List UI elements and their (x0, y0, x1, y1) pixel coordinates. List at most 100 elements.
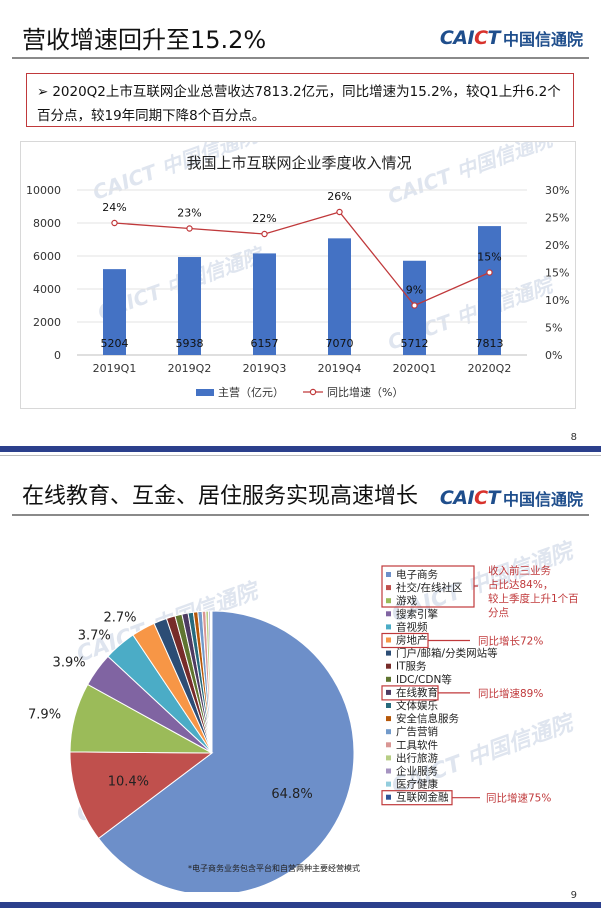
legend-label: 广告营销 (396, 725, 438, 738)
x-tick-label: 2019Q4 (318, 362, 362, 375)
watermark-1: CAICT 中国信通院 (90, 142, 264, 205)
legend-swatch (386, 663, 391, 669)
y-right-tick-label: 5% (545, 322, 562, 335)
legend-swatch (386, 794, 391, 800)
pie-slice (69, 751, 214, 840)
growth-value-label: 22% (252, 212, 276, 225)
revenue-bar (328, 238, 351, 355)
pie-slice-label: 10.4% (108, 775, 149, 790)
annotation-top3-text-line: 分点 (488, 607, 509, 619)
y-left-tick-label: 10000 (26, 184, 61, 197)
y-left-tick-label: 6000 (33, 250, 61, 263)
y-left-tick-label: 4000 (33, 283, 61, 296)
x-tick-label: 2019Q2 (168, 362, 212, 375)
y-left-tick-label: 2000 (33, 316, 61, 329)
growth-point (411, 302, 418, 309)
legend-line-label: 同比增速（%） (327, 385, 403, 399)
legend-label: 医疗健康 (396, 778, 438, 791)
pie-slice-label: 3.9% (53, 656, 86, 671)
revenue-bar (253, 253, 276, 355)
bar-value-label: 7813 (476, 337, 504, 350)
legend-label: IT服务 (396, 660, 427, 673)
legend-label: IDC/CDN等 (396, 673, 452, 686)
legend-swatch (386, 768, 391, 774)
y-right-tick-label: 30% (545, 184, 569, 197)
title-divider (12, 57, 589, 59)
slide-business-mix: 在线教育、互金、居住服务实现高速增长 CAICT 中国信通院 CAICT 中国信… (0, 455, 601, 908)
legend-swatch (386, 742, 391, 748)
revenue-bar (178, 257, 201, 355)
legend-swatch (386, 689, 391, 695)
slide-revenue-growth: 营收增速回升至15.2% CAICT 中国信通院 ➢ 2020Q2上市互联网企业总… (0, 0, 601, 452)
pie-slice-label: 3.7% (78, 628, 111, 643)
watermark-2: CAICT 中国信通院 (385, 142, 559, 209)
pie-slice-label: 64.8% (271, 787, 312, 802)
x-tick-label: 2019Q1 (93, 362, 137, 375)
annotation-top3-text-line: 占比达84%， (488, 578, 553, 591)
legend-bar-label: 主营（亿元） (218, 385, 284, 399)
bar-value-label: 5938 (176, 337, 204, 350)
growth-value-label: 26% (327, 190, 351, 203)
growth-value-label: 23% (177, 207, 201, 220)
x-tick-label: 2020Q1 (393, 362, 437, 375)
caict-logo-cn: 中国信通院 (502, 490, 583, 509)
legend-bar-swatch (196, 389, 214, 396)
revenue-combo-chart: CAICT 中国信通院 CAICT 中国信通院 CAICT 中国信通院 CAIC… (26, 122, 569, 399)
bullet-arrow-icon: ➢ (37, 84, 49, 100)
title-divider (12, 514, 589, 516)
legend-swatch (386, 703, 391, 708)
legend-swatch (386, 611, 391, 617)
growth-point (186, 225, 193, 232)
legend-swatch (386, 755, 391, 761)
annotation-fintech-text: 同比增速75% (486, 792, 551, 805)
x-tick-label: 2019Q3 (243, 362, 287, 375)
legend-swatch (386, 624, 391, 630)
legend-swatch (386, 585, 391, 591)
footer-bar (0, 902, 601, 908)
footer-bar (0, 446, 601, 452)
bar-value-label: 5204 (101, 337, 129, 350)
pie-slice (97, 610, 355, 892)
growth-value-label: 9% (406, 284, 423, 297)
y-left-tick-label: 0 (54, 349, 61, 362)
legend-label: 文体娱乐 (396, 699, 438, 712)
page-number: 8 (570, 432, 577, 443)
legend-label: 游戏 (396, 594, 417, 607)
summary-text: 2020Q2上市互联网企业总营收达7813.2亿元，同比增速为15.2%，较Q1… (37, 84, 561, 124)
legend-label: 门户/邮箱/分类网站等 (396, 647, 498, 660)
growth-line (114, 211, 490, 307)
caict-logo-cn: 中国信通院 (502, 30, 583, 49)
pie-slice (210, 610, 213, 754)
caict-logo-text: CAICT (439, 487, 501, 509)
legend-swatch (386, 676, 391, 682)
chart-title: 我国上市互联网企业季度收入情况 (186, 154, 411, 172)
caict-logo: CAICT 中国信通院 (440, 486, 583, 510)
x-tick-label: 2020Q2 (468, 362, 512, 375)
caict-logo: CAICT 中国信通院 (440, 26, 583, 50)
annotation-education-text: 同比增速89% (478, 687, 543, 700)
slide2-title: 在线教育、互金、居住服务实现高速增长 (22, 484, 419, 509)
legend-line-marker (309, 388, 317, 396)
y-right-tick-label: 10% (545, 294, 569, 307)
slide1-title: 营收增速回升至15.2% (22, 26, 267, 54)
legend-label: 企业服务 (396, 765, 438, 778)
bar-value-label: 7070 (326, 337, 354, 350)
legend-label: 电子商务 (396, 568, 438, 581)
pie-slice-label: 2.7% (103, 610, 136, 625)
bar-value-label: 6157 (251, 337, 279, 350)
annotation-realestate-text: 同比增长72% (478, 635, 543, 648)
annotation-top3-text-line: 较上季度上升1个百 (488, 592, 579, 605)
legend-label: 房地产 (396, 634, 428, 647)
annotation-top3-text-line: 收入前三业务 (488, 564, 551, 577)
y-right-tick-label: 20% (545, 239, 569, 252)
legend-label: 工具软件 (396, 738, 438, 751)
footnote: *电子商务业务包含平台和自营两种主要经营模式 (188, 864, 360, 873)
y-right-tick-label: 0% (545, 349, 562, 362)
legend-label: 在线教育 (396, 686, 438, 699)
growth-point (111, 219, 118, 227)
growth-value-label: 24% (102, 201, 126, 214)
revenue-chart-frame: CAICT 中国信通院 CAICT 中国信通院 CAICT 中国信通院 CAIC… (20, 122, 576, 409)
legend-swatch (386, 729, 391, 735)
legend-swatch (386, 637, 391, 643)
legend-swatch (386, 598, 391, 604)
